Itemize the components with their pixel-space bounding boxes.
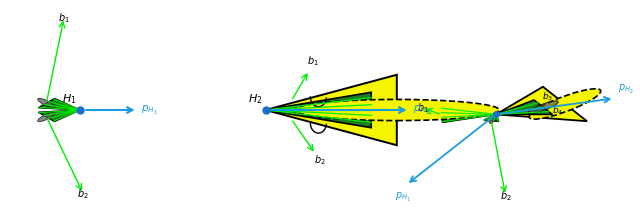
Text: $p_{H_1}$: $p_{H_1}$ [141, 103, 157, 117]
Text: $p_{H_2}$: $p_{H_2}$ [618, 83, 634, 96]
Polygon shape [266, 75, 397, 145]
Text: $b_3$: $b_3$ [542, 90, 553, 103]
Ellipse shape [294, 99, 499, 121]
Text: $H_2$: $H_2$ [248, 92, 262, 106]
Text: $p_{H_1}$: $p_{H_1}$ [396, 191, 411, 204]
Polygon shape [266, 92, 371, 128]
Polygon shape [496, 100, 552, 114]
Ellipse shape [320, 105, 422, 115]
Polygon shape [484, 114, 499, 121]
Ellipse shape [528, 101, 558, 114]
Text: $b_{1}$: $b_{1}$ [58, 11, 70, 24]
Text: $b_{1}$: $b_{1}$ [417, 101, 428, 115]
Text: $H_1$: $H_1$ [62, 92, 77, 106]
Text: $b_{2}$: $b_{2}$ [77, 187, 89, 200]
Polygon shape [38, 99, 80, 110]
Text: $p_{H_2}$: $p_{H_2}$ [413, 103, 429, 117]
Polygon shape [38, 110, 80, 121]
Ellipse shape [38, 98, 55, 108]
Text: $b_2$: $b_2$ [314, 153, 325, 167]
Ellipse shape [420, 113, 463, 117]
Polygon shape [496, 87, 587, 121]
Text: $b_4$: $b_4$ [552, 104, 563, 117]
Ellipse shape [529, 89, 601, 119]
Polygon shape [441, 107, 496, 123]
Ellipse shape [489, 118, 493, 123]
Text: $b_1$: $b_1$ [307, 54, 319, 68]
Ellipse shape [38, 112, 55, 122]
Text: $b_{2}$: $b_{2}$ [500, 189, 511, 203]
